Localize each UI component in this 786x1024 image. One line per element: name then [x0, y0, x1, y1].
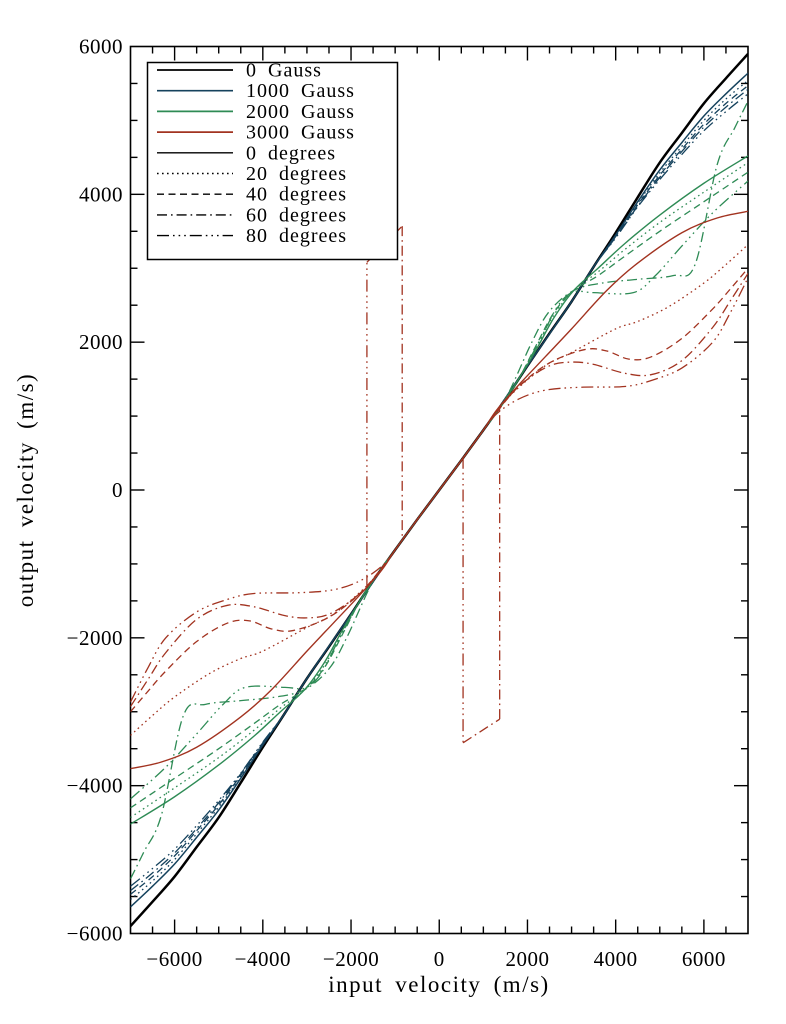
legend-label: 0 Gauss	[246, 60, 322, 82]
legend-label: 1000 Gauss	[246, 80, 355, 102]
legend-box	[146, 61, 399, 261]
y-tick-label: 2000	[79, 330, 123, 354]
x-tick-label: 4000	[594, 947, 638, 971]
y-tick-label: 4000	[79, 182, 123, 206]
legend-label: 40 degrees	[246, 184, 347, 206]
y-tick-label: −2000	[67, 626, 123, 650]
ticks	[130, 46, 748, 934]
curve-3000gauss-80deg	[130, 277, 748, 703]
jump-segment	[462, 718, 501, 744]
curves	[130, 53, 748, 927]
x-axis-title: input velocity (m/s)	[328, 972, 550, 997]
curve-3000gauss-20deg	[130, 244, 748, 736]
y-tick-label: −4000	[67, 774, 123, 798]
legend-label: 3000 Gauss	[246, 122, 355, 144]
y-axis-title: output velocity (m/s)	[13, 372, 38, 608]
legend-label: 80 degrees	[246, 225, 347, 247]
y-tick-label: 6000	[79, 35, 123, 59]
x-tick-label: −4000	[235, 947, 291, 971]
y-tick-label: −6000	[67, 922, 123, 946]
curve-1000gauss-80deg	[130, 93, 748, 887]
legend-label: 20 degrees	[246, 163, 347, 185]
x-tick-label: −6000	[146, 947, 202, 971]
curve-2000gauss-20deg	[130, 162, 748, 818]
curve-2000gauss-60deg	[130, 100, 748, 880]
x-tick-label: −2000	[323, 947, 379, 971]
curve-1000gauss-60deg	[130, 88, 748, 892]
legend-label: 60 degrees	[246, 204, 347, 226]
x-tick-label: 6000	[682, 947, 726, 971]
curve-1000gauss-20deg	[130, 80, 748, 900]
tick-labels: −6000 −4000 −2000 0 2000 4000 6000 6000 4000 2000…	[67, 35, 726, 972]
y-tick-label: 0	[112, 478, 123, 502]
x-tick-label: 2000	[505, 947, 549, 971]
legend-label: 2000 Gauss	[246, 101, 355, 123]
x-tick-label: 0	[434, 947, 445, 971]
legend-label: 0 degrees	[246, 142, 336, 164]
